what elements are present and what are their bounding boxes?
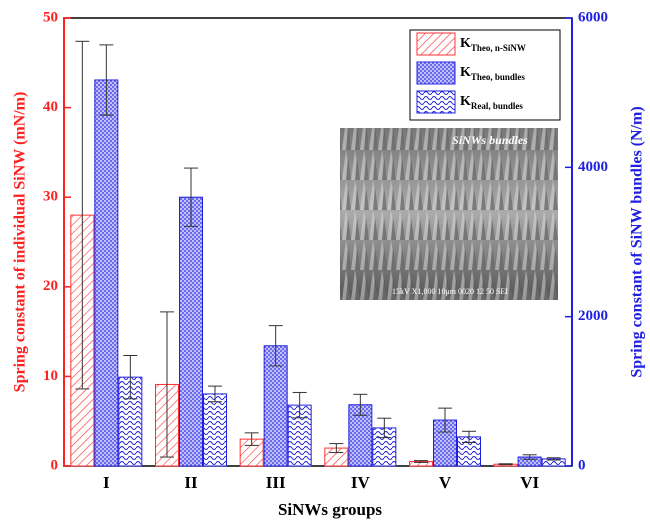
y2-tick-label: 2000	[578, 308, 608, 324]
legend-subscript: Real, bundles	[471, 101, 524, 111]
error-bar	[184, 167, 198, 227]
error-bar	[377, 417, 392, 439]
legend-label: KTheo, n-SiNW	[460, 36, 526, 53]
inset-image: SiNWs bundles 15kV X1,000 10μm 0020 12 5…	[340, 128, 558, 300]
error-bar	[244, 432, 259, 446]
x-tick-label: VI	[520, 473, 539, 492]
x-tick-label: II	[184, 473, 198, 492]
legend-label: KTheo, bundles	[460, 65, 525, 82]
y-tick-label: 40	[43, 99, 58, 115]
y-tick-label: 30	[43, 189, 58, 205]
y-tick-label: 0	[51, 457, 59, 473]
error-bar	[292, 391, 307, 419]
error-bar	[353, 393, 368, 416]
x-tick-label: V	[439, 473, 452, 492]
error-bar	[522, 454, 537, 460]
legend-name: K	[460, 94, 471, 109]
legend-subscript: Theo, bundles	[471, 72, 526, 82]
error-bar	[99, 44, 114, 116]
legend-subscript: Theo, n-SiNW	[471, 43, 526, 53]
y-tick-label: 10	[43, 368, 58, 384]
legend-swatch	[416, 61, 456, 85]
y-tick-label: 50	[43, 9, 58, 25]
y-tick-label: 20	[43, 278, 58, 294]
error-bar	[160, 311, 174, 458]
y2-tick-label: 4000	[578, 159, 608, 175]
error-bar	[75, 40, 90, 390]
error-bar	[268, 325, 283, 367]
error-bar	[438, 407, 452, 433]
x-tick-label: III	[266, 473, 286, 492]
error-bar	[462, 430, 476, 443]
legend-name: K	[460, 36, 471, 51]
bar	[203, 393, 227, 467]
x-tick-label: I	[103, 473, 110, 492]
bar	[179, 196, 203, 467]
legend-swatch	[416, 90, 456, 114]
y2-tick-label: 0	[578, 457, 586, 473]
y-axis-title: Spring constant of individual SiNW (mN/m…	[12, 92, 29, 393]
legend-swatch	[416, 32, 456, 56]
y2-tick-label: 6000	[578, 9, 608, 25]
error-bar	[498, 463, 513, 466]
legend-name: K	[460, 65, 471, 80]
error-bar	[208, 385, 222, 403]
x-axis-title: SiNWs groups	[278, 500, 382, 519]
error-bar	[414, 460, 428, 463]
inset-caption: 15kV X1,000 10μm 0020 12 50 SEI	[392, 287, 508, 296]
y2-axis-title: Spring constant of SiNW bundles (N/m)	[629, 106, 646, 377]
legend-label: KReal, bundles	[460, 94, 523, 111]
error-bar	[329, 443, 344, 454]
x-tick-label: IV	[351, 473, 371, 492]
error-bar	[123, 354, 138, 400]
bar	[94, 79, 119, 467]
inset-title: SiNWs bundles	[452, 133, 528, 147]
error-bar	[546, 457, 561, 461]
